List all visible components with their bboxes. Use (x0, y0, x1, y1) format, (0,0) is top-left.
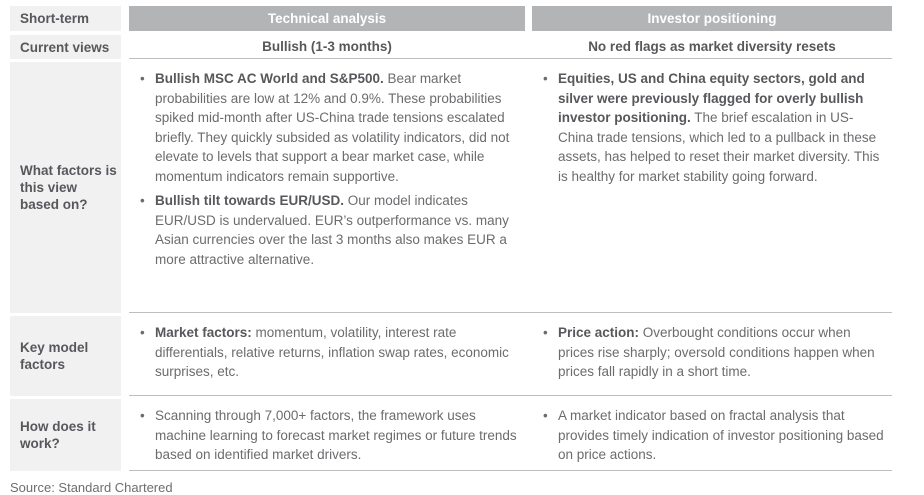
bullet-text: Bullish tilt towards EUR/USD. Our model … (155, 191, 525, 269)
bullet-icon: • (140, 408, 145, 423)
bullet-icon: • (140, 71, 145, 86)
table-header-row: Short-term Technical analysis Investor p… (10, 6, 924, 31)
bullet-icon: • (543, 325, 548, 340)
row-label-current-views: Current views (10, 35, 121, 59)
bullet-rest: The brief escalation in US-China trade t… (558, 110, 880, 184)
key-model-factors-row: Key model factors • Market factors: mome… (10, 316, 924, 396)
bullet-lead: Bullish MSC AC World and S&P500. (155, 71, 384, 86)
bullet-item: • Equities, US and China equity sectors,… (543, 69, 892, 186)
header-cells: Technical analysis Investor positioning (129, 6, 892, 31)
bullet-item: • Price action: Overbought conditions oc… (543, 323, 892, 382)
bullet-lead: Equities, US and China equity sectors, g… (558, 71, 865, 125)
model-technical-cell: • Market factors: momentum, volatility, … (129, 316, 525, 395)
bullet-lead: Bullish tilt towards EUR/USD. (155, 193, 345, 208)
bullet-text: Bullish MSC AC World and S&P500. Bear ma… (155, 69, 525, 186)
column-header-investor-positioning: Investor positioning (532, 6, 892, 31)
current-view-investor: No red flags as market diversity resets (588, 39, 836, 54)
model-investor-cell: • Price action: Overbought conditions oc… (532, 316, 892, 395)
bullet-rest: A market indicator based on fractal anal… (558, 408, 884, 462)
row-label-key-model-factors: Key model factors (10, 316, 121, 396)
current-view-technical: Bullish (1-3 months) (262, 39, 392, 54)
bullet-item: • Market factors: momentum, volatility, … (140, 323, 525, 382)
factors-cells: • Bullish MSC AC World and S&P500. Bear … (129, 62, 892, 313)
bullet-text: Scanning through 7,000+ factors, the fra… (155, 406, 525, 465)
current-views-cells: Bullish (1-3 months) No red flags as mar… (129, 35, 892, 59)
bullet-rest: Overbought conditions occur when prices … (558, 325, 875, 379)
bullet-icon: • (140, 325, 145, 340)
row-label-what-factors: What factors is this view based on? (10, 62, 121, 313)
bullet-rest: Our model indicates EUR/USD is undervalu… (155, 193, 509, 267)
factors-row: What factors is this view based on? • Bu… (10, 62, 924, 313)
how-technical-cell: • Scanning through 7,000+ factors, the f… (129, 399, 525, 470)
bullet-text: Market factors: momentum, volatility, in… (155, 323, 525, 382)
model-cells: • Market factors: momentum, volatility, … (129, 316, 892, 396)
bullet-item: • Bullish tilt towards EUR/USD. Our mode… (140, 191, 525, 269)
bullet-text: A market indicator based on fractal anal… (558, 406, 892, 465)
source-note: Source: Standard Chartered (10, 479, 173, 495)
bullet-item: • Bullish MSC AC World and S&P500. Bear … (140, 69, 525, 186)
bullet-rest: momentum, volatility, interest rate diff… (155, 325, 509, 379)
bullet-rest: Scanning through 7,000+ factors, the fra… (155, 408, 517, 462)
row-label-how-does-it-work: How does it work? (10, 399, 121, 471)
bullet-icon: • (140, 193, 145, 208)
corner-label: Short-term (10, 6, 121, 31)
bullet-item: • A market indicator based on fractal an… (543, 406, 892, 465)
bullet-lead: Price action: (558, 325, 640, 340)
bullet-rest: Bear market probabilities are low at 12%… (155, 71, 510, 184)
bullet-text: Price action: Overbought conditions occu… (558, 323, 892, 382)
column-header-technical-analysis: Technical analysis (129, 6, 525, 31)
how-it-works-row: How does it work? • Scanning through 7,0… (10, 399, 924, 471)
bullet-text: Equities, US and China equity sectors, g… (558, 69, 892, 186)
current-views-row: Current views Bullish (1-3 months) No re… (10, 35, 924, 59)
factors-investor-cell: • Equities, US and China equity sectors,… (532, 62, 892, 312)
bullet-icon: • (543, 71, 548, 86)
bullet-icon: • (543, 408, 548, 423)
bullet-lead: Market factors: (155, 325, 252, 340)
how-investor-cell: • A market indicator based on fractal an… (532, 399, 892, 470)
factors-technical-cell: • Bullish MSC AC World and S&P500. Bear … (129, 62, 525, 312)
bullet-item: • Scanning through 7,000+ factors, the f… (140, 406, 525, 465)
how-cells: • Scanning through 7,000+ factors, the f… (129, 399, 892, 471)
